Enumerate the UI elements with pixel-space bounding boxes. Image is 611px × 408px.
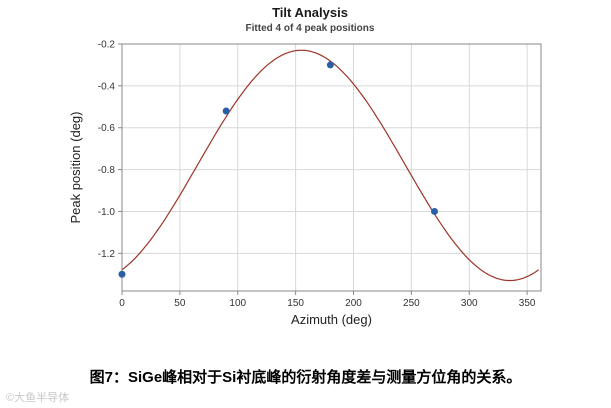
data-point	[118, 270, 126, 278]
y-tick-label: -0.6	[98, 123, 116, 134]
x-tick-label: 100	[229, 298, 246, 309]
figure: 0 50 100 150 200 250 300 350 -0.2 -0.4 -0.6 -0.8 -1.…	[6, 5, 542, 404]
data-point	[431, 207, 439, 215]
chart-title: Tilt Analysis	[272, 5, 348, 20]
x-tick-label: 150	[287, 298, 304, 309]
y-tick-label: -1.2	[98, 249, 116, 260]
data-point	[326, 61, 334, 69]
data-point	[222, 107, 230, 115]
y-tick-label: -0.8	[98, 165, 116, 176]
x-tick-label: 50	[174, 298, 186, 309]
x-tick-label: 200	[345, 298, 362, 309]
x-axis-label: Azimuth (deg)	[291, 312, 372, 327]
y-axis-label: Peak position (deg)	[68, 111, 83, 223]
x-tick-label: 0	[119, 298, 125, 309]
plot-border	[121, 43, 542, 292]
y-tick-label: -0.2	[98, 40, 116, 51]
x-tick-label: 350	[519, 298, 536, 309]
chart-subtitle: Fitted 4 of 4 peak positions	[246, 23, 375, 34]
tilt-analysis-chart: 0 50 100 150 200 250 300 350 -0.2 -0.4 -0.6 -0.8 -1.…	[68, 5, 542, 327]
x-tick-label: 250	[403, 298, 420, 309]
x-tick-label: 300	[461, 298, 478, 309]
y-tick-label: -0.4	[98, 81, 116, 92]
fit-curve	[121, 49, 540, 282]
figure-caption: 图7：SiGe峰相对于Si衬底峰的衍射角度差与测量方位角的关系。	[89, 369, 522, 386]
y-tick-label: -1.0	[98, 207, 116, 218]
watermark: ©大鱼半导体	[6, 392, 70, 404]
